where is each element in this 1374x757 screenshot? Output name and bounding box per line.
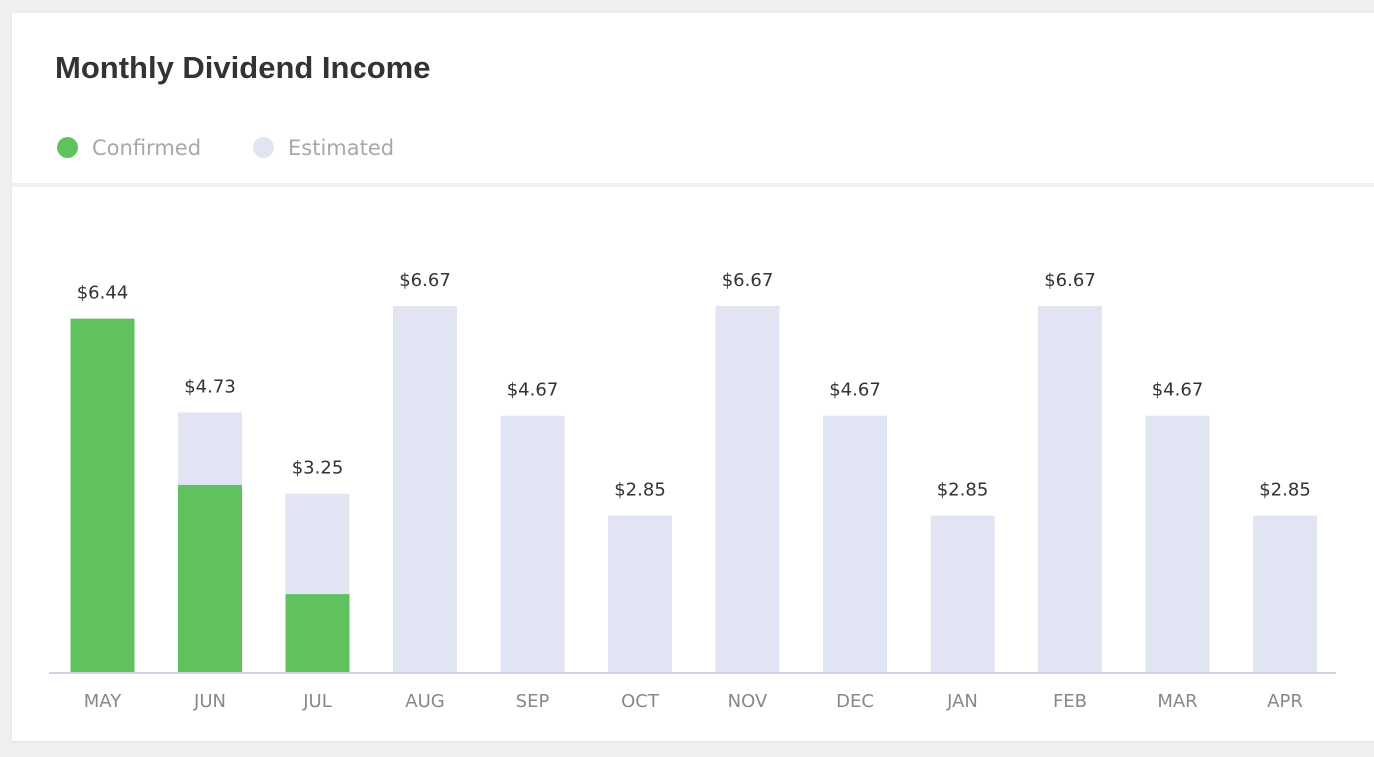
chart-title: Monthly Dividend Income	[55, 50, 431, 85]
estimated-dot-icon	[253, 137, 274, 158]
legend-label-confirmed: Confirmed	[92, 136, 202, 160]
dividend-card: Monthly Dividend Income Confirmed Estima…	[12, 13, 1374, 741]
legend-label-estimated: Estimated	[288, 136, 395, 160]
confirmed-dot-icon	[57, 137, 78, 158]
card-header: Monthly Dividend Income Confirmed Estima…	[12, 13, 1374, 187]
